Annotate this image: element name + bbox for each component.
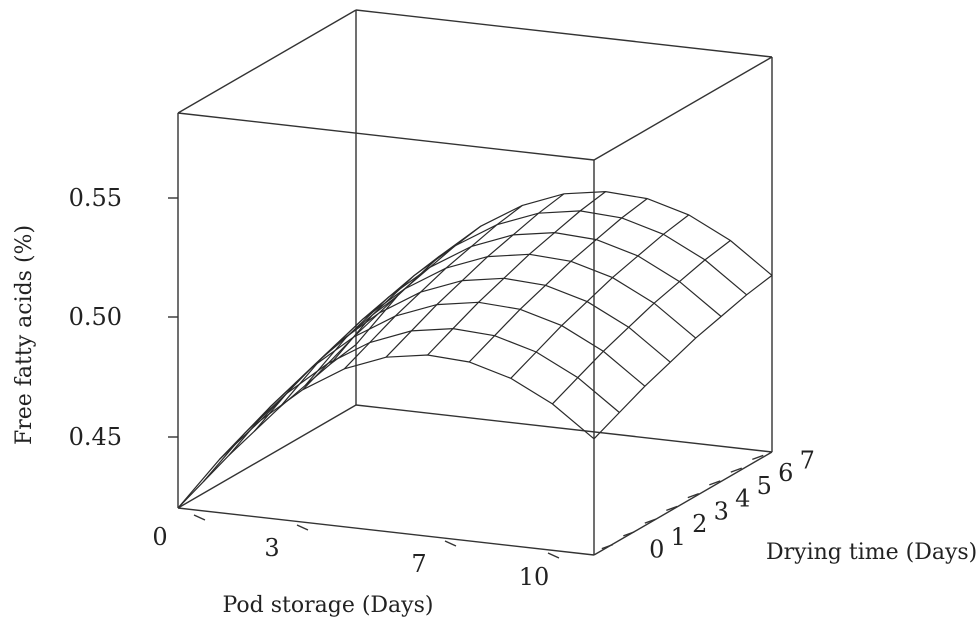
surface-line-storage [427,191,606,356]
surface-line-drying [228,301,646,456]
y-tick-label: 2 [692,510,707,538]
x-tick [547,552,560,559]
surface-line-storage [468,198,648,363]
box-edge [355,404,773,453]
y-tick [666,505,678,512]
box-edge [177,507,595,556]
y-axis-title: Drying time (Days) [766,540,977,565]
z-axis-title: Free fatty acids (%) [12,225,37,445]
y-tick [709,480,721,486]
surface-line-drying [177,354,595,509]
box-edge [593,56,773,161]
surface-line-storage [302,225,482,391]
z-axis: 0.45 0.50 0.55 Free fatty acids (%) [12,184,178,451]
z-tick-label: 0.45 [69,423,122,451]
x-tick-label: 10 [519,563,550,591]
surface-line-storage [343,204,523,370]
y-tick-label: 6 [778,459,793,487]
x-tick [444,540,457,547]
x-tick-label: 7 [411,550,426,578]
x-tick-label: 0 [152,523,167,551]
x-tick [296,524,309,531]
x-tick-label: 3 [264,534,279,562]
y-tick [601,543,614,550]
surface-line-storage [510,214,690,379]
z-tick-label: 0.50 [69,303,122,331]
box-edge [593,451,773,556]
surface-line-storage [551,240,731,405]
chart-box-front [177,112,773,556]
y-tick-label: 4 [735,485,750,513]
y-tick-label: 0 [649,536,664,564]
surface-line-storage [260,255,440,421]
z-tick-label: 0.55 [69,184,122,212]
y-tick [644,518,657,524]
y-tick [623,531,635,537]
y-tick-label: 1 [671,523,686,551]
box-edge [355,9,773,58]
surface-line-storage [593,274,773,440]
surface-line-drying [202,327,620,483]
box-edge [177,404,357,509]
y-tick [687,492,700,499]
response-surface [177,190,773,509]
surface-line-storage [385,193,565,358]
chart-box-back [177,9,773,509]
surface-line-storage [177,344,357,509]
box-edge [177,112,595,161]
x-axis-title: Pod storage (Days) [223,593,434,618]
x-axis: 0 3 7 10 Pod storage (Days) [152,514,560,618]
box-edge [177,9,357,114]
y-tick [730,467,743,473]
y-tick [752,454,764,461]
x-tick [193,514,206,521]
y-tick-label: 3 [714,497,729,525]
y-tick-label: 5 [757,472,772,500]
y-tick-label: 7 [800,446,815,474]
